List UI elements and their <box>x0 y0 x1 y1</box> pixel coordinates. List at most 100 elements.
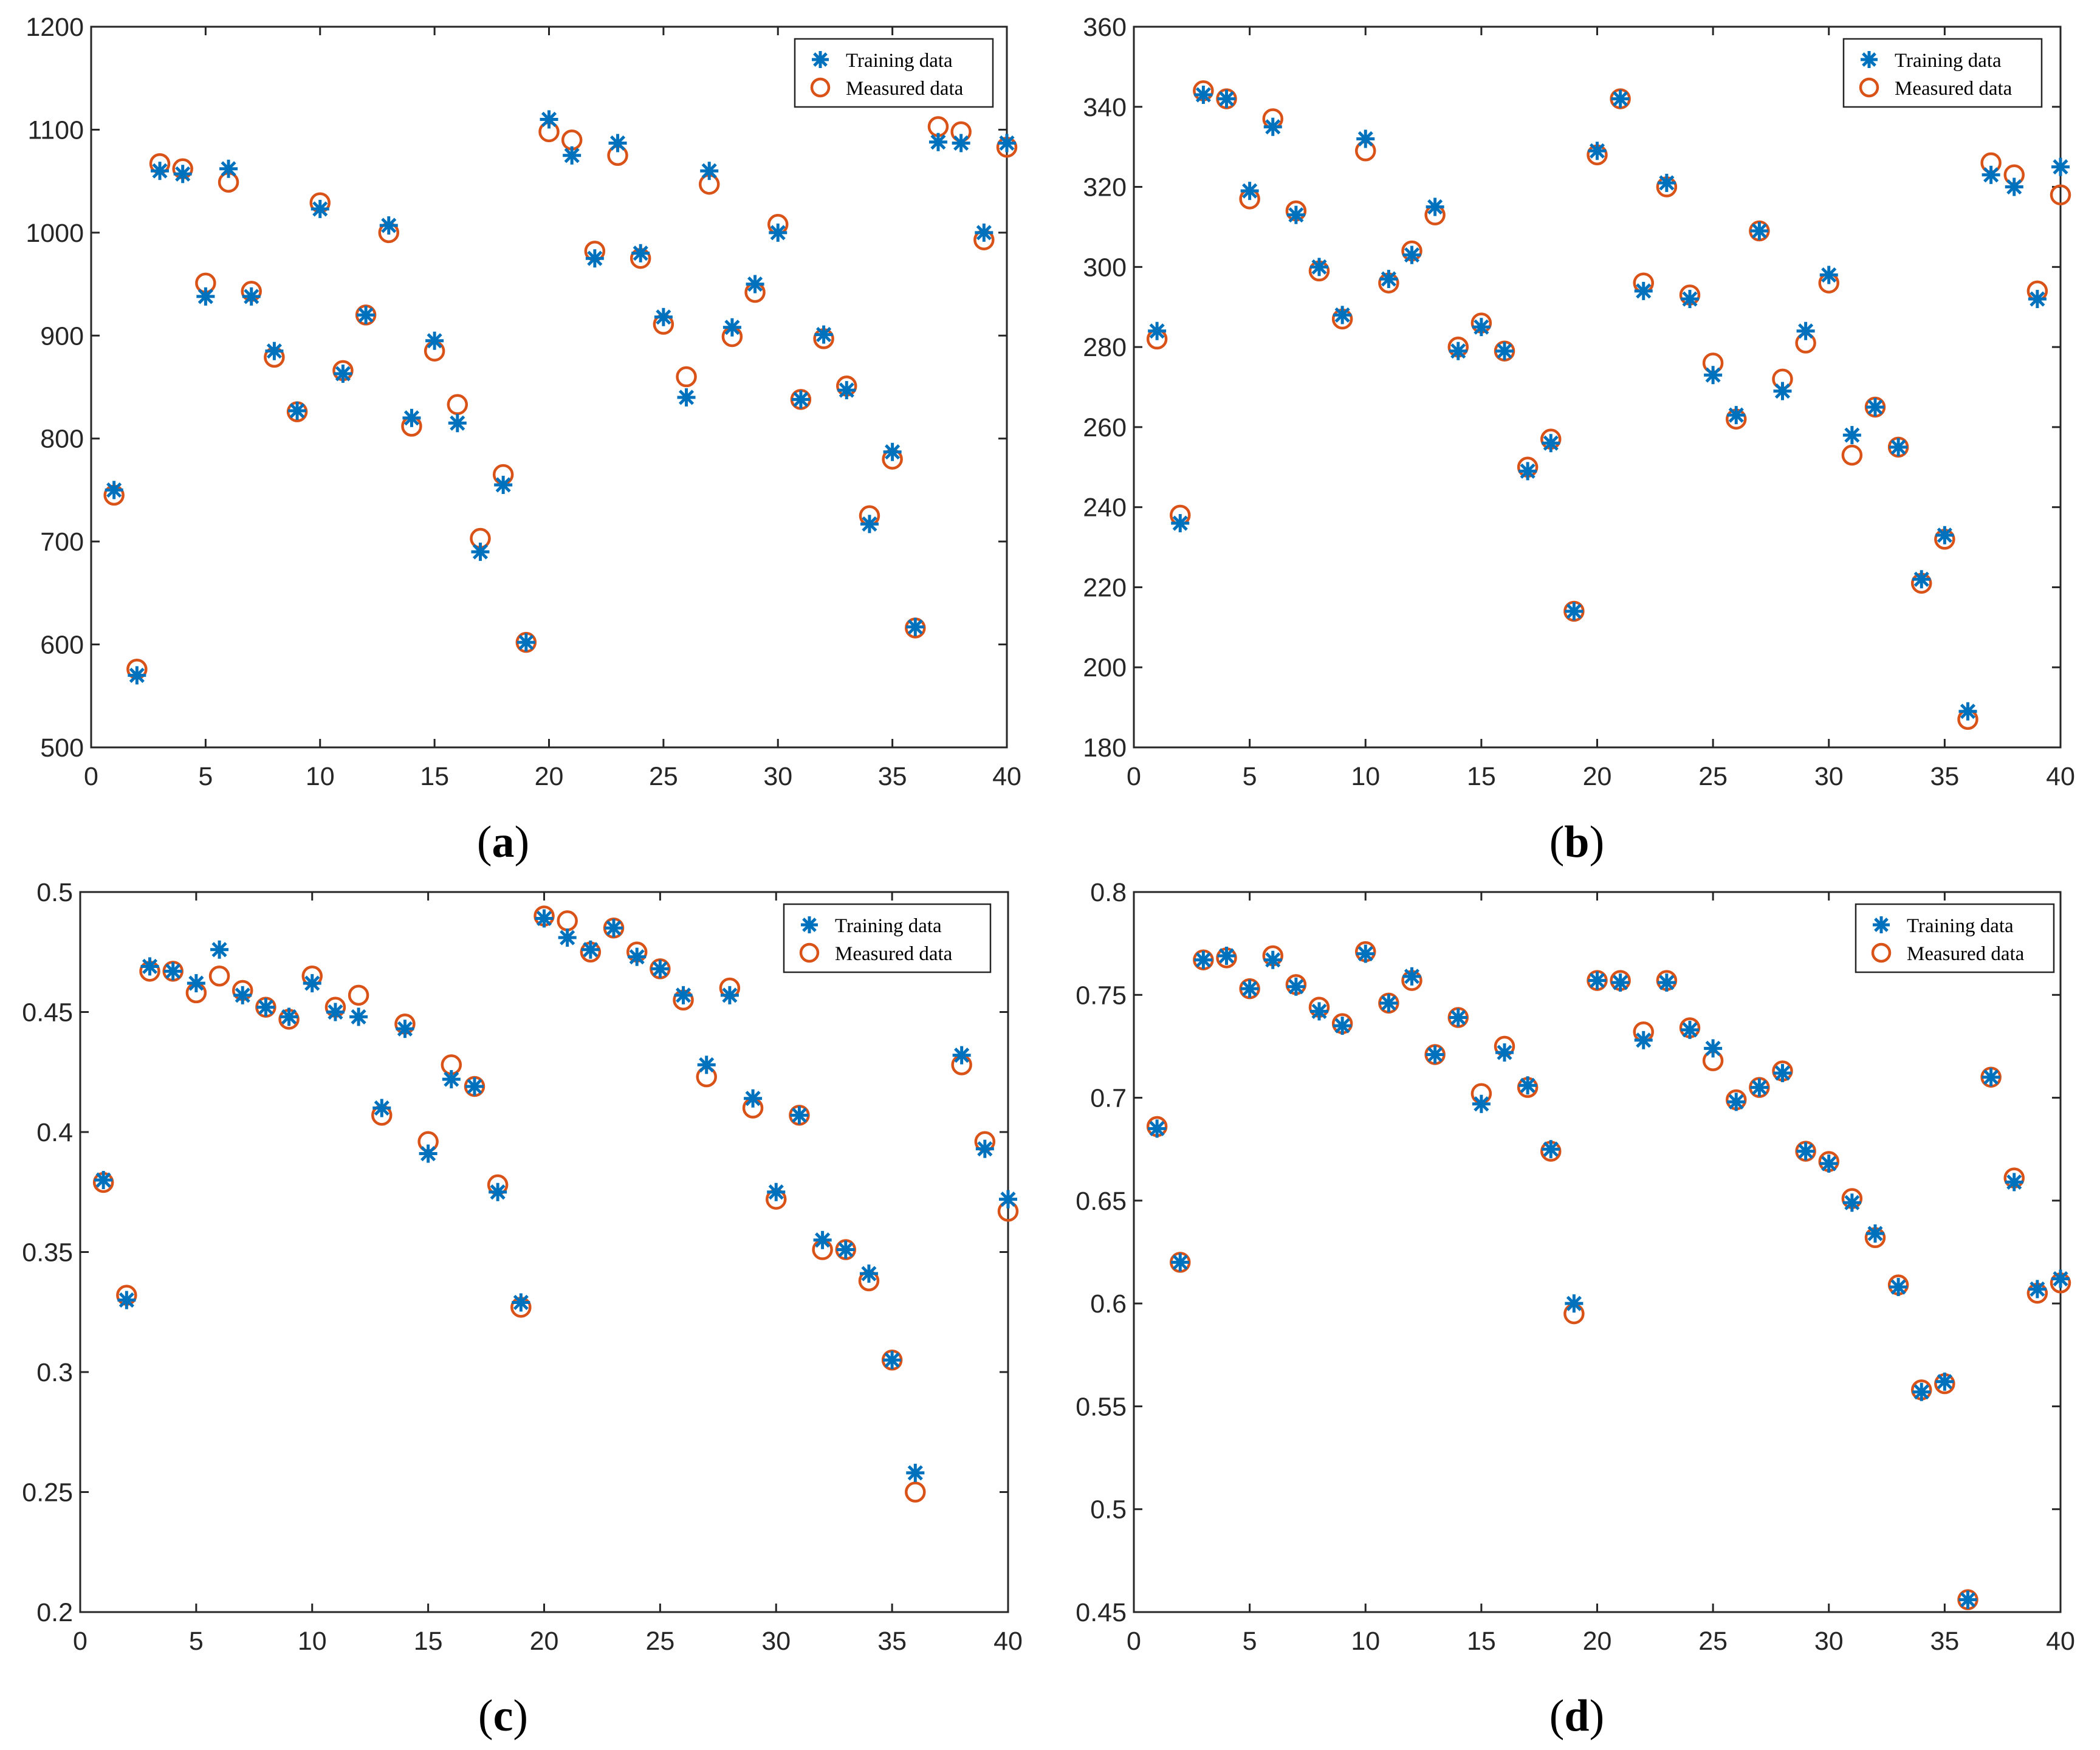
training-data-point <box>173 165 192 184</box>
x-tick-label: 20 <box>1583 1627 1612 1656</box>
training-data-point <box>1704 366 1723 385</box>
legend-training-label: Training data <box>846 50 953 72</box>
y-tick-label: 340 <box>1083 93 1127 122</box>
x-tick-label: 5 <box>198 762 213 791</box>
training-data-point <box>442 1070 461 1089</box>
x-tick-label: 30 <box>761 1627 791 1656</box>
training-data-point <box>1518 462 1537 481</box>
legend-training-label: Training data <box>835 915 942 937</box>
training-data-point <box>1402 967 1421 986</box>
panel-caption: (d) <box>1549 1691 1604 1741</box>
training-data-point <box>1889 1278 1908 1297</box>
training-data-point <box>1727 1093 1746 1111</box>
legend: Training data Measured data <box>794 38 994 108</box>
y-tick-label: 260 <box>1083 413 1127 442</box>
x-tick-label: 20 <box>530 1627 559 1656</box>
legend-measured-label: Measured data <box>1895 78 2012 100</box>
x-tick-label: 0 <box>1127 1627 1141 1656</box>
x-tick-label: 30 <box>1814 1627 1844 1656</box>
training-data-point <box>628 947 647 966</box>
x-tick-label: 5 <box>1243 1627 1257 1656</box>
training-data-point <box>1681 1020 1699 1039</box>
y-tick-label: 1200 <box>26 13 84 42</box>
training-data-point <box>1310 258 1328 276</box>
training-data-point <box>2051 1269 2070 1288</box>
training-data-point <box>558 928 577 947</box>
training-data-point <box>1449 1008 1467 1027</box>
y-tick-label: 220 <box>1083 573 1127 602</box>
training-data-point <box>651 959 670 978</box>
training-data-point <box>1148 321 1167 340</box>
training-data-point <box>94 1171 113 1189</box>
panel-caption: (a) <box>477 817 529 867</box>
training-data-point <box>1402 245 1421 264</box>
training-data-point <box>1634 281 1653 300</box>
training-data-point <box>1495 341 1514 360</box>
training-data-point <box>975 223 993 242</box>
training-data-point <box>1356 944 1375 963</box>
training-data-point <box>140 957 159 976</box>
training-data-point <box>1935 1372 1954 1391</box>
training-data-point <box>1217 89 1236 108</box>
legend-measured-label: Measured data <box>846 78 964 100</box>
training-data-point <box>219 159 238 178</box>
training-data-point <box>540 110 558 129</box>
legend-box <box>1842 38 2043 108</box>
training-data-point <box>883 1351 902 1370</box>
training-data-point <box>512 1293 530 1312</box>
training-data-point <box>1472 318 1491 337</box>
y-tick-label: 1100 <box>28 115 84 145</box>
y-tick-label: 0.45 <box>22 998 73 1028</box>
training-data-point <box>1565 602 1584 620</box>
x-tick-label: 20 <box>1583 762 1612 791</box>
y-tick-label: 200 <box>1083 653 1127 682</box>
training-data-point <box>906 617 925 636</box>
training-data-point <box>1634 1031 1653 1049</box>
training-data-point <box>419 1144 437 1163</box>
x-tick-label: 15 <box>420 762 449 791</box>
training-data-point <box>906 1463 925 1482</box>
training-data-point <box>489 1182 507 1201</box>
training-data-point <box>1263 950 1282 969</box>
training-data-point <box>334 364 352 383</box>
training-data-point <box>1286 977 1305 996</box>
training-data-point <box>2005 177 2023 196</box>
y-tick-label: 0.5 <box>1090 1495 1127 1525</box>
training-data-point <box>952 134 970 153</box>
training-data-point <box>402 408 421 427</box>
training-data-point <box>1194 950 1213 969</box>
training-data-point <box>1263 117 1282 136</box>
training-data-point <box>1217 946 1236 965</box>
training-data-point <box>999 1190 1017 1209</box>
training-data-point <box>1912 1382 1931 1401</box>
legend-box <box>794 38 994 108</box>
training-data-point <box>1727 406 1746 425</box>
x-tick-label: 15 <box>1467 762 1496 791</box>
legend-measured-marker <box>1859 77 1879 98</box>
y-tick-label: 280 <box>1083 333 1127 362</box>
plot-frame <box>90 26 1008 749</box>
training-data-point <box>860 515 879 534</box>
training-data-point <box>1657 973 1676 992</box>
measured-data-point <box>1841 444 1863 466</box>
training-data-point <box>280 1007 298 1026</box>
training-data-point <box>1148 1119 1167 1138</box>
training-data-point <box>494 475 513 494</box>
y-tick-label: 300 <box>1083 253 1127 282</box>
y-tick-label: 600 <box>40 631 84 660</box>
legend: Training data Measured data <box>1855 903 2055 973</box>
x-tick-label: 0 <box>84 762 98 791</box>
x-tick-label: 40 <box>993 1627 1023 1656</box>
training-data-point <box>836 1240 855 1259</box>
training-data-point <box>1842 426 1861 445</box>
training-data-point <box>448 414 467 433</box>
y-tick-label: 1000 <box>26 219 84 248</box>
training-data-point <box>1310 1002 1328 1021</box>
training-data-point <box>1472 1094 1491 1113</box>
legend-training-marker <box>1873 916 1890 933</box>
training-data-point <box>1773 1063 1792 1082</box>
legend-measured-marker <box>810 77 831 98</box>
training-data-point <box>1912 570 1931 589</box>
x-tick-label: 10 <box>306 762 335 791</box>
training-data-point <box>697 1055 716 1074</box>
